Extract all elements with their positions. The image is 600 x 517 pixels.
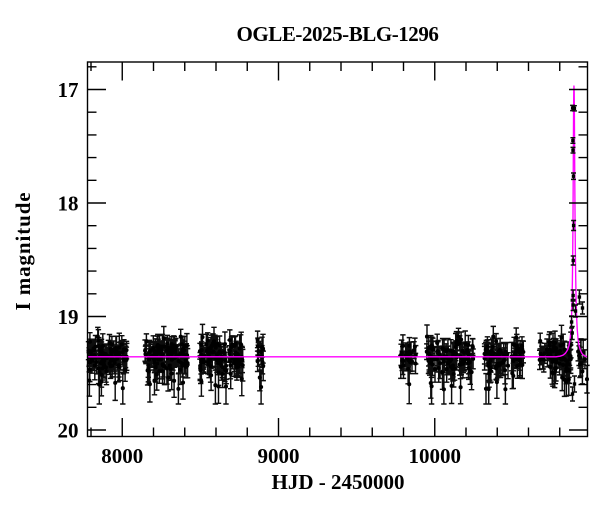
svg-text:OGLE-2025-BLG-1296: OGLE-2025-BLG-1296 <box>237 22 439 46</box>
svg-text:9000: 9000 <box>258 444 300 468</box>
svg-text:20: 20 <box>58 418 79 442</box>
svg-text:HJD - 2450000: HJD - 2450000 <box>272 470 405 494</box>
svg-text:17: 17 <box>58 78 79 102</box>
svg-text:19: 19 <box>58 305 79 329</box>
svg-text:8000: 8000 <box>101 444 143 468</box>
svg-text:18: 18 <box>58 191 79 215</box>
svg-text:I magnitude: I magnitude <box>11 191 35 310</box>
svg-text:10000: 10000 <box>409 444 462 468</box>
